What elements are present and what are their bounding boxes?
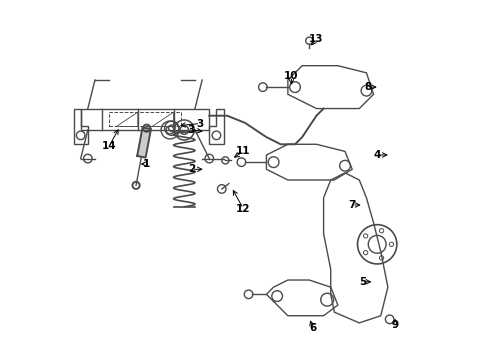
Text: 2: 2 <box>188 164 195 174</box>
Text: 9: 9 <box>392 320 398 330</box>
Text: 13: 13 <box>309 34 324 44</box>
Text: 12: 12 <box>236 203 250 213</box>
Polygon shape <box>137 127 151 158</box>
Text: 14: 14 <box>102 141 117 151</box>
Text: 6: 6 <box>309 323 317 333</box>
Text: 10: 10 <box>284 71 299 81</box>
Text: 3: 3 <box>196 118 204 129</box>
Text: 11: 11 <box>236 147 250 157</box>
Text: 1: 1 <box>143 159 150 169</box>
Text: 3: 3 <box>188 125 195 135</box>
Text: 7: 7 <box>348 200 356 210</box>
Text: 8: 8 <box>365 82 372 92</box>
Text: 5: 5 <box>359 277 367 287</box>
Text: 4: 4 <box>373 150 381 160</box>
